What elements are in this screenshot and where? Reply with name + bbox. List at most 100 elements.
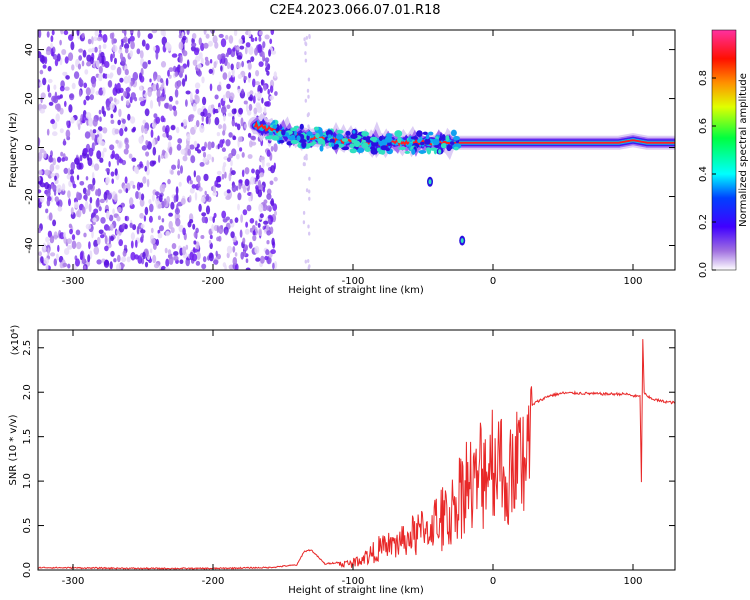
trace-blob (361, 142, 369, 149)
noise-blob (262, 203, 268, 212)
noise-blob (152, 122, 157, 129)
noise-blob (123, 91, 128, 98)
noise-blob (219, 139, 224, 148)
noise-blob (51, 30, 55, 36)
noise-blob (189, 144, 195, 150)
noise-blob (231, 148, 237, 157)
noise-blob (128, 153, 133, 159)
noise-blob (50, 119, 55, 125)
noise-blob (65, 129, 71, 138)
noise-blob (173, 109, 178, 117)
noise-blob (50, 47, 54, 57)
noise-blob (217, 143, 220, 150)
noise-blob (218, 33, 224, 38)
noise-blob (221, 106, 227, 115)
noise-blob (112, 208, 115, 215)
noise-blob (81, 60, 85, 67)
noise-blob (67, 245, 73, 250)
noise-blob (39, 108, 45, 114)
noise-blob (203, 173, 209, 182)
noise-blob (247, 132, 252, 138)
noise-blob (263, 199, 268, 204)
noise-blob (223, 114, 226, 122)
noise-blob (98, 73, 103, 82)
noise-blob (83, 99, 87, 106)
noise-blob (103, 147, 107, 153)
noise-blob (47, 84, 50, 93)
noise-blob (177, 170, 181, 176)
noise-blob (82, 114, 85, 124)
noise-blob (220, 53, 226, 59)
noise-blob (137, 255, 143, 264)
noise-blob (176, 126, 180, 134)
noise-blob (245, 267, 251, 270)
noise-blob (225, 195, 231, 200)
noise-blob (122, 250, 127, 257)
noise-blob (307, 77, 311, 82)
noise-blob (92, 118, 98, 127)
noise-blob (38, 30, 42, 38)
x-tick-label: 0 (490, 576, 496, 587)
noise-blob (164, 127, 168, 134)
outlier-core (460, 238, 464, 244)
noise-blob (236, 46, 240, 51)
noise-blob (307, 224, 310, 229)
noise-blob (232, 246, 236, 253)
noise-blob (245, 42, 251, 48)
trace-blob (294, 130, 298, 136)
noise-blob (222, 72, 228, 80)
noise-blob (62, 71, 67, 76)
noise-blob (78, 48, 83, 53)
noise-blob (193, 140, 198, 148)
noise-blob (302, 220, 306, 225)
noise-blob (99, 198, 105, 204)
noise-blob (308, 176, 311, 181)
noise-blob (161, 149, 166, 156)
noise-blob (221, 173, 225, 180)
noise-blob (84, 131, 91, 139)
noise-blob (304, 98, 307, 103)
noise-blob (236, 153, 240, 160)
trace-blob (394, 130, 403, 138)
noise-blob (194, 192, 198, 201)
trace-blob (272, 120, 276, 124)
noise-blob (105, 210, 110, 220)
snr-x-ticks: -300 -200 -100 0 100 (62, 330, 643, 587)
noise-blob (78, 79, 84, 87)
noise-blob (130, 116, 136, 124)
noise-blob (175, 100, 179, 105)
trace-blob (410, 136, 418, 140)
noise-blob (68, 104, 73, 113)
noise-blob (243, 76, 248, 81)
trace-blob (296, 135, 301, 142)
noise-blob (63, 167, 69, 174)
noise-blob (243, 100, 248, 105)
noise-blob (162, 133, 168, 138)
noise-blob (217, 54, 222, 61)
noise-blob (119, 52, 124, 60)
x-tick-label: 100 (623, 576, 642, 587)
noise-blob (103, 110, 106, 117)
noise-blob (189, 114, 195, 119)
noise-blob (50, 42, 53, 50)
noise-blob (254, 245, 260, 254)
noise-blob (92, 129, 97, 134)
noise-blob (257, 179, 262, 189)
noise-blob (167, 178, 171, 185)
noise-blob (127, 75, 132, 84)
noise-blob (91, 230, 94, 239)
noise-blob (241, 169, 245, 178)
noise-blob (142, 176, 147, 184)
noise-blob (117, 254, 121, 263)
noise-blob (53, 84, 57, 90)
snr-frame (37, 329, 676, 571)
trace-blob (349, 143, 355, 148)
noise-blob (40, 256, 44, 264)
noise-blob (244, 46, 248, 55)
noise-blob (66, 238, 72, 245)
noise-blob (47, 247, 50, 256)
noise-blob (59, 128, 64, 134)
noise-blob (164, 152, 169, 159)
noise-blob (187, 148, 191, 156)
trace-blob (425, 147, 432, 152)
